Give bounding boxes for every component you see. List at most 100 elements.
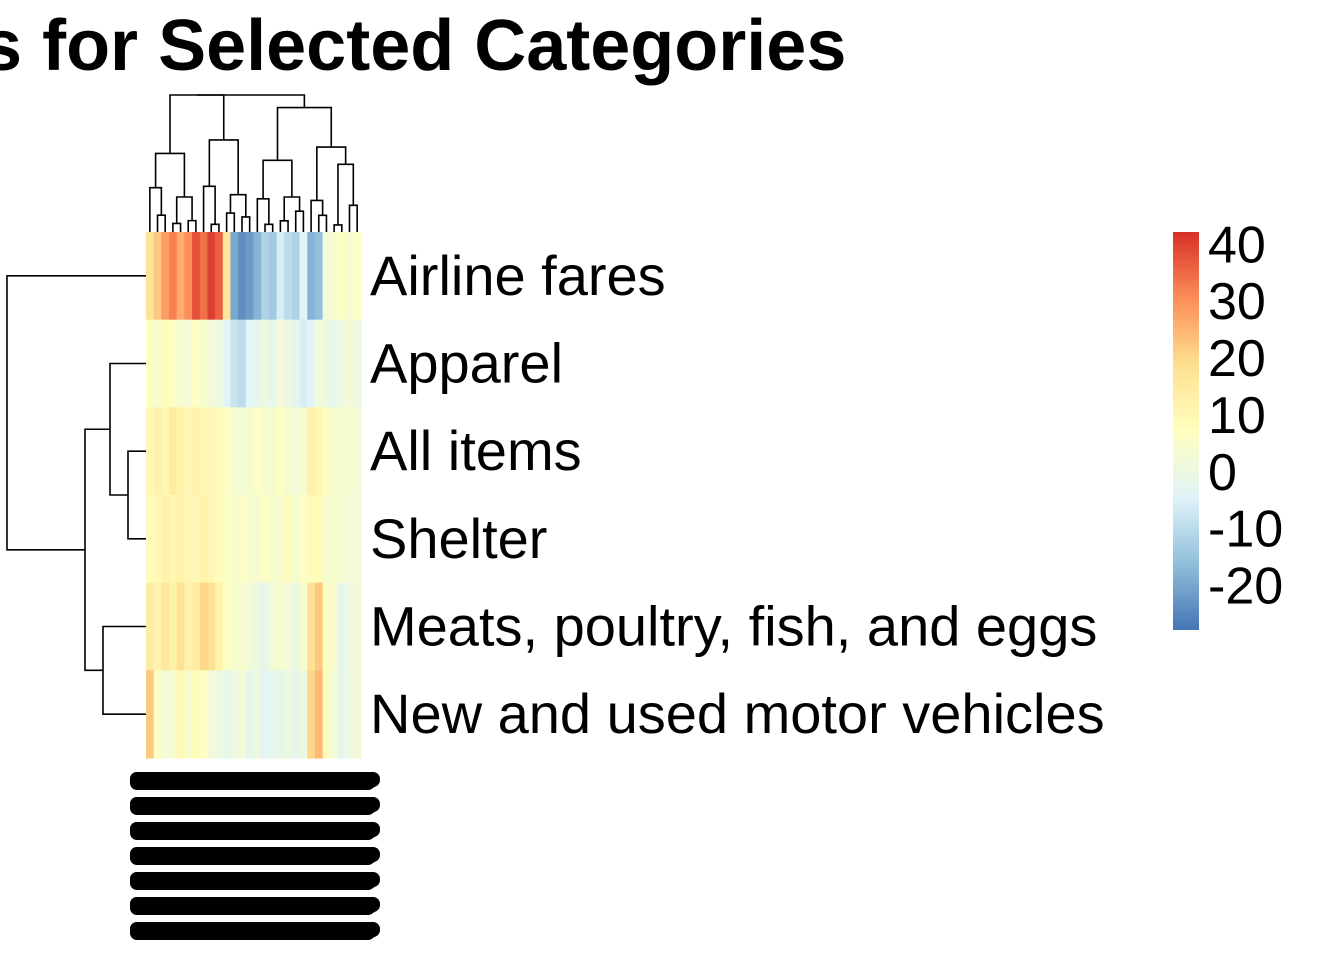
heatmap-cell [261, 670, 270, 759]
heatmap-cell [337, 495, 347, 584]
heatmap-cell [253, 232, 262, 321]
heatmap-cell [276, 670, 285, 759]
heatmap-cell [299, 495, 308, 584]
column-dendrogram-link [317, 214, 328, 232]
heatmap-cell [146, 407, 155, 496]
heatmap-cell [230, 670, 239, 759]
column-labels [130, 772, 380, 940]
heatmap-cell [215, 407, 224, 496]
heatmap-cell [337, 407, 347, 496]
heatmap-cell [199, 582, 209, 671]
heatmap-cell [276, 319, 285, 408]
heatmap-cell [161, 407, 170, 496]
heatmap-cell [261, 407, 270, 496]
heatmap-cell [299, 582, 308, 671]
heatmap-cell [322, 232, 331, 321]
heatmap-cell [238, 670, 247, 759]
heatmap-cell [184, 670, 193, 759]
heatmap-cell [184, 582, 193, 671]
heatmap-cell [299, 407, 308, 496]
heatmap-cell [238, 582, 247, 671]
heatmap-cell [337, 670, 347, 759]
heatmap-cell [330, 495, 339, 584]
column-dendrogram-link [225, 212, 236, 232]
heatmap-cell [253, 582, 262, 671]
heatmap-cell [314, 319, 324, 408]
heatmap-cell [314, 582, 324, 671]
heatmap-cell [353, 407, 362, 496]
column-dendrogram-link [264, 223, 274, 232]
heatmap-cell [261, 495, 270, 584]
heatmap-cell [299, 319, 308, 408]
heatmap-cell [268, 407, 278, 496]
heatmap-cell [276, 582, 285, 671]
heatmap-cell [146, 670, 155, 759]
heatmap-cell [345, 582, 354, 671]
heatmap-cell [238, 407, 247, 496]
heatmap-cell [161, 670, 170, 759]
heatmap-cell [276, 232, 285, 321]
column-dendrogram-link [283, 196, 301, 221]
heatmap-cell [222, 670, 232, 759]
row-dendrogram-link [6, 275, 146, 551]
heatmap-cell [199, 670, 209, 759]
heatmap-cell [169, 495, 178, 584]
heatmap-cell [207, 407, 216, 496]
heatmap-cell [245, 232, 255, 321]
row-dendrogram [6, 275, 146, 715]
heatmap-cell [261, 582, 270, 671]
heatmap-cell [161, 319, 170, 408]
column-dendrogram-link [196, 94, 306, 108]
heatmap-cell [322, 495, 331, 584]
heatmap-cell [230, 407, 239, 496]
row-dendrogram-link [84, 428, 110, 672]
heatmap-cell [322, 319, 331, 408]
heatmap-cell [222, 232, 232, 321]
heatmap-cell [268, 232, 278, 321]
row-labels: Airline fares Apparel All items Shelter Meat… [370, 244, 1105, 745]
heatmap-cell [253, 670, 262, 759]
heatmap-cell [261, 319, 270, 408]
heatmap-cell [245, 670, 255, 759]
heatmap-cell [207, 319, 216, 408]
heatmap-cell [291, 670, 301, 759]
heatmap-cell [192, 582, 201, 671]
heatmap-cell [230, 232, 239, 321]
column-dendrogram-link [210, 223, 220, 232]
heatmap-cell [307, 407, 316, 496]
heatmap-cell [199, 319, 209, 408]
heatmap-cell [146, 495, 155, 584]
heatmap-cell [284, 670, 293, 759]
heatmap-cell [176, 670, 185, 759]
column-label-overprint [132, 823, 377, 838]
heatmap-cell [284, 319, 293, 408]
heatmap-cell [146, 319, 155, 408]
heatmap-cell [291, 232, 301, 321]
heatmap-cell [299, 670, 308, 759]
heatmap-cell [268, 319, 278, 408]
heatmap-cell [215, 319, 224, 408]
heatmap-cell [184, 319, 193, 408]
heatmap-cell [353, 670, 362, 759]
heatmap-cell [299, 232, 308, 321]
heatmap-cell [330, 407, 339, 496]
heatmap-cell [284, 407, 293, 496]
heatmap-cell [199, 232, 209, 321]
heatmap-cells [146, 232, 362, 759]
heatmap-cell [146, 582, 155, 671]
heatmap-cell [330, 232, 339, 321]
heatmap-cell [169, 670, 178, 759]
heatmap-cell [230, 582, 239, 671]
heatmap-cell [245, 407, 255, 496]
heatmap-cell [153, 495, 162, 584]
heatmap-cell [169, 407, 178, 496]
column-dendrogram-link [294, 210, 305, 232]
row-label: New and used motor vehicles [370, 682, 1105, 745]
row-label: Airline fares [370, 244, 666, 307]
heatmap-cell [314, 232, 324, 321]
chart-title: es for Selected Categories [0, 6, 847, 86]
heatmap-cell [353, 232, 362, 321]
column-dendrogram-link [187, 219, 197, 232]
heatmap-cell [314, 495, 324, 584]
